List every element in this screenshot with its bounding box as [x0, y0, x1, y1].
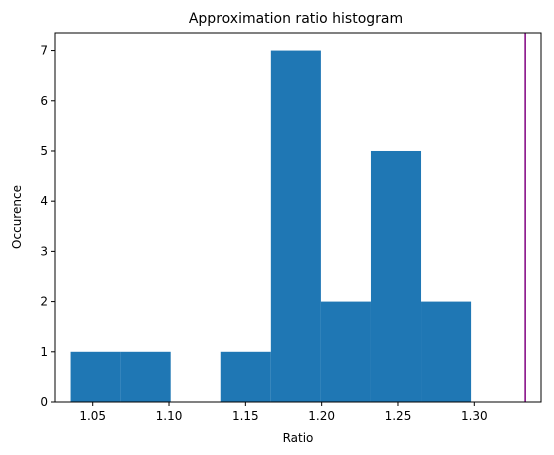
x-axis-ticks: 1.05 1.10 1.15 1.20 1.25 1.30	[79, 402, 487, 423]
x-tick-label-3: 1.20	[308, 409, 335, 423]
y-tick-label-2: 2	[40, 295, 48, 309]
chart-title: Approximation ratio histogram	[189, 11, 403, 27]
y-tick-label-1: 1	[40, 345, 48, 359]
x-tick-label-2: 1.15	[232, 409, 259, 423]
histogram-bar-1	[121, 352, 171, 402]
x-tick-label-1: 1.10	[156, 409, 183, 423]
y-axis-label: Occurence	[10, 185, 24, 249]
y-tick-label-0: 0	[40, 395, 48, 409]
histogram-bar-7	[421, 302, 471, 402]
bars-group	[71, 51, 472, 402]
y-tick-label-5: 5	[40, 144, 48, 158]
histogram-bar-4	[271, 51, 321, 402]
histogram-bar-5	[321, 302, 371, 402]
histogram-bar-6	[371, 151, 421, 402]
y-tick-label-3: 3	[40, 244, 48, 258]
y-axis-ticks: 0 1 2 3 4 5 6 7	[40, 44, 55, 409]
histogram-bar-3	[221, 352, 271, 402]
y-tick-label-6: 6	[40, 94, 48, 108]
x-tick-label-4: 1.25	[385, 409, 412, 423]
y-tick-label-4: 4	[40, 194, 48, 208]
histogram-bar-0	[71, 352, 121, 402]
x-tick-label-5: 1.30	[461, 409, 488, 423]
x-axis-label: Ratio	[283, 431, 314, 445]
y-tick-label-7: 7	[40, 44, 48, 58]
x-tick-label-0: 1.05	[79, 409, 106, 423]
